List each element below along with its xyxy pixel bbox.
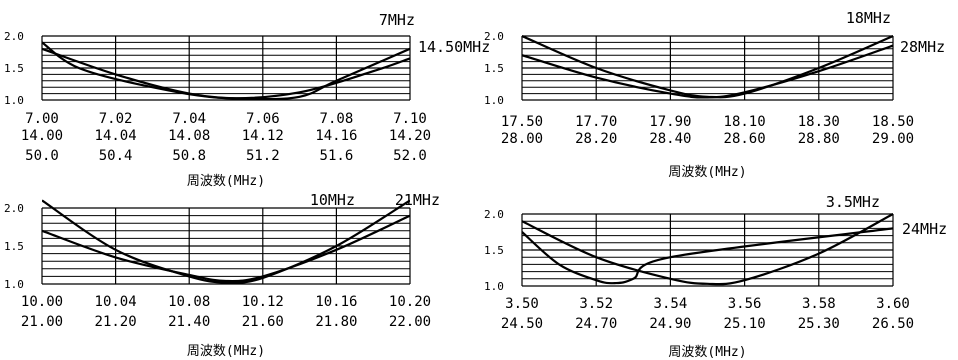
series-line-10mhz: [42, 199, 410, 284]
x-tick-label: 51.6: [320, 148, 354, 164]
x-tick-label: 3.52: [579, 296, 613, 312]
x-tick-label: 18.10: [724, 114, 766, 130]
x-tick-label: 10.20: [389, 294, 431, 310]
x-tick-label: 28.20: [575, 131, 617, 147]
y-tick-label: 1.0: [4, 94, 24, 107]
y-tick-label: 1.5: [484, 244, 504, 257]
series-label: 3.5MHz: [826, 193, 880, 211]
swr-chart-1: 2.0 1.5 1.07.00 7.02 7.04 7.06 7.08 7.10 14.00 14…: [4, 11, 490, 189]
x-tick-label: 10.12: [242, 294, 284, 310]
x-axis-label: 周波数(MHz): [668, 165, 746, 180]
x-tick-label: 3.54: [654, 296, 688, 312]
x-tick-label: 7.10: [393, 111, 427, 127]
series-label: 24MHz: [902, 220, 947, 238]
x-tick-label: 29.00: [872, 131, 914, 147]
series-label: 28MHz: [900, 38, 945, 56]
x-tick-label: 28.80: [798, 131, 840, 147]
y-tick-label: 2.0: [4, 202, 24, 215]
x-tick-label: 21.20: [95, 314, 137, 330]
y-tick-label: 2.0: [4, 30, 24, 43]
series-line-24mhz: [522, 227, 893, 285]
x-tick-label: 7.06: [246, 111, 280, 127]
x-tick-label: 22.00: [389, 314, 431, 330]
y-tick-label: 1.5: [4, 240, 24, 253]
x-tick-label: 21.00: [21, 314, 63, 330]
series-label: 7MHz: [379, 11, 415, 29]
x-tick-label: 28.40: [649, 131, 691, 147]
x-tick-label: 14.04: [95, 128, 137, 144]
x-tick-label: 3.58: [802, 296, 836, 312]
series-label: 18MHz: [846, 9, 891, 27]
x-axis-label: 周波数(MHz): [187, 344, 265, 359]
x-tick-label: 3.60: [876, 296, 910, 312]
x-axis-label: 周波数(MHz): [187, 174, 265, 189]
x-tick-label: 14.08: [168, 128, 210, 144]
x-tick-label: 17.70: [575, 114, 617, 130]
y-tick-label: 2.0: [484, 208, 504, 221]
x-tick-label: 24.70: [575, 316, 617, 332]
x-tick-label: 14.00: [21, 128, 63, 144]
x-tick-label: 10.16: [315, 294, 357, 310]
series-label: 21MHz: [395, 191, 440, 209]
x-tick-label: 7.08: [320, 111, 354, 127]
x-tick-label: 17.50: [501, 114, 543, 130]
swr-chart-2: 2.01.51.017.50 17.70 17.90 18.10 18.30 18.502…: [484, 9, 945, 180]
x-tick-label: 10.08: [168, 294, 210, 310]
x-tick-label: 14.16: [315, 128, 357, 144]
x-tick-label: 25.10: [724, 316, 766, 332]
swr-chart-3: 2.0 1.5 1.0 10.00 10.04 10.08 10.12 10.16 10.20 2…: [4, 191, 440, 359]
x-tick-label: 26.50: [872, 316, 914, 332]
x-tick-label: 7.00: [25, 111, 59, 127]
x-tick-label: 14.12: [242, 128, 284, 144]
x-tick-label: 25.30: [798, 316, 840, 332]
x-tick-label: 28.60: [724, 131, 766, 147]
x-tick-label: 51.2: [246, 148, 280, 164]
x-tick-label: 21.40: [168, 314, 210, 330]
series-line-35mhz: [522, 213, 893, 286]
y-tick-label: 1.0: [484, 280, 504, 293]
x-tick-label: 24.50: [501, 316, 543, 332]
series-label: 14.50MHz: [418, 38, 490, 56]
x-tick-label: 21.80: [315, 314, 357, 330]
x-tick-label: 3.56: [728, 296, 762, 312]
series-line-21mhz: [42, 214, 410, 283]
x-tick-label: 50.4: [99, 148, 133, 164]
series-line-18mhz: [522, 34, 893, 99]
x-tick-label: 3.50: [505, 296, 539, 312]
y-tick-label: 1.5: [484, 62, 504, 75]
x-tick-label: 18.50: [872, 114, 914, 130]
y-tick-label: 1.0: [4, 278, 24, 291]
y-tick-label: 2.0: [484, 30, 504, 43]
x-tick-label: 50.0: [25, 148, 59, 164]
x-tick-label: 24.90: [649, 316, 691, 332]
x-tick-label: 10.04: [95, 294, 137, 310]
y-tick-label: 1.0: [484, 94, 504, 107]
x-tick-label: 7.02: [99, 111, 133, 127]
series-line-1450mhz: [42, 41, 410, 100]
x-tick-label: 21.60: [242, 314, 284, 330]
x-tick-label: 52.0: [393, 148, 427, 164]
x-tick-label: 10.00: [21, 294, 63, 310]
x-tick-label: 17.90: [649, 114, 691, 130]
x-tick-label: 50.8: [172, 148, 206, 164]
y-tick-label: 1.5: [4, 62, 24, 75]
swr-chart-4: 2.0 1.5 1.03.50 3.52 3.54 3.56 3.58 3.60 24.50 24…: [484, 193, 947, 360]
x-tick-label: 14.20: [389, 128, 431, 144]
x-tick-label: 18.30: [798, 114, 840, 130]
x-tick-label: 28.00: [501, 131, 543, 147]
x-tick-label: 7.04: [172, 111, 206, 127]
x-axis-label: 周波数(MHz): [668, 345, 746, 360]
series-label: 10MHz: [310, 191, 355, 209]
series-line-28mhz: [522, 44, 893, 99]
